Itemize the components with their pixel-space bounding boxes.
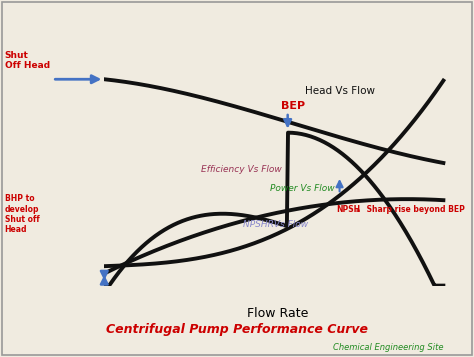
Text: NPSHRVs Flow: NPSHRVs Flow	[243, 220, 308, 230]
Text: Sharp rise beyond BEP: Sharp rise beyond BEP	[364, 205, 465, 214]
Text: Chemical Engineering Site: Chemical Engineering Site	[333, 343, 444, 352]
Text: BHP to
develop
Shut off
Head: BHP to develop Shut off Head	[5, 194, 39, 234]
Text: Power Vs Flow: Power Vs Flow	[270, 184, 335, 193]
Text: BEP: BEP	[281, 101, 305, 111]
Text: Head Vs Flow: Head Vs Flow	[305, 86, 375, 96]
Text: a: a	[356, 208, 360, 213]
Text: Shut
Off Head: Shut Off Head	[5, 51, 50, 70]
Text: Efficiency Vs Flow: Efficiency Vs Flow	[201, 165, 282, 174]
Text: Flow Rate: Flow Rate	[246, 307, 308, 321]
Text: NPSH: NPSH	[336, 205, 360, 214]
Text: Centrifugal Pump Performance Curve: Centrifugal Pump Performance Curve	[106, 323, 368, 336]
